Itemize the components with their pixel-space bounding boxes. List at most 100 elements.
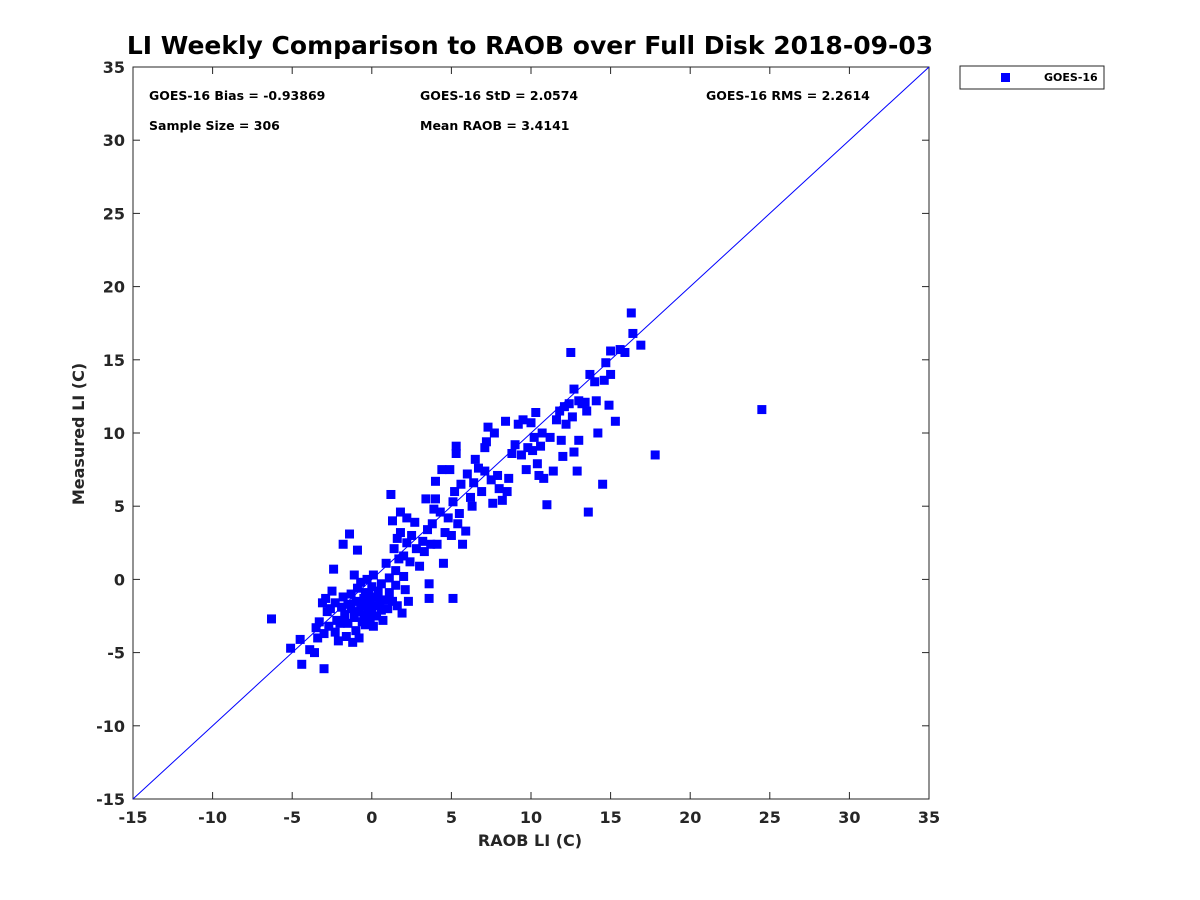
data-point bbox=[601, 358, 611, 368]
data-point bbox=[528, 446, 538, 456]
data-point bbox=[470, 454, 480, 464]
data-point bbox=[424, 593, 434, 603]
data-point bbox=[321, 593, 331, 603]
data-point bbox=[330, 627, 340, 637]
data-point bbox=[389, 544, 399, 554]
data-point bbox=[324, 621, 334, 631]
data-point bbox=[615, 345, 625, 355]
data-point bbox=[467, 501, 477, 511]
data-point bbox=[448, 497, 458, 507]
data-point bbox=[430, 476, 440, 486]
data-point bbox=[513, 419, 523, 429]
data-point bbox=[376, 579, 386, 589]
data-point bbox=[402, 513, 412, 523]
data-point bbox=[383, 604, 393, 614]
data-point bbox=[403, 596, 413, 606]
data-point bbox=[628, 328, 638, 338]
data-point bbox=[380, 595, 390, 605]
data-point bbox=[338, 539, 348, 549]
goes16-scatter-points bbox=[267, 308, 767, 674]
data-point bbox=[309, 648, 319, 658]
data-point bbox=[295, 634, 305, 644]
data-point bbox=[384, 588, 394, 598]
bias-stat: GOES-16 Bias = -0.93869 bbox=[149, 88, 325, 103]
y-axis-ticks: -15 -10 -5 0 5 10 15 20 25 30 35 bbox=[96, 58, 929, 809]
x-tick-label: -15 bbox=[119, 808, 148, 827]
data-point bbox=[461, 526, 471, 536]
data-point bbox=[424, 579, 434, 589]
data-point bbox=[493, 470, 503, 480]
data-point bbox=[469, 478, 479, 488]
data-point bbox=[558, 451, 568, 461]
data-point bbox=[488, 498, 498, 508]
data-point bbox=[362, 574, 372, 584]
x-tick-label: 15 bbox=[599, 808, 621, 827]
x-tick-label: 30 bbox=[838, 808, 860, 827]
data-point bbox=[392, 601, 402, 611]
y-tick-label: -5 bbox=[107, 644, 125, 663]
data-point bbox=[590, 377, 600, 387]
data-point bbox=[582, 406, 592, 416]
data-point bbox=[620, 347, 630, 357]
data-point bbox=[521, 465, 531, 475]
sample-size-stat: Sample Size = 306 bbox=[149, 118, 280, 133]
data-point bbox=[410, 517, 420, 527]
legend-entry-goes16: GOES-16 bbox=[1044, 71, 1098, 84]
data-point bbox=[364, 591, 374, 601]
data-point bbox=[477, 487, 487, 497]
y-axis-label: Measured LI (C) bbox=[69, 363, 88, 505]
data-point bbox=[346, 589, 356, 599]
data-point bbox=[352, 545, 362, 555]
data-point bbox=[650, 450, 660, 460]
mean-raob-stat: Mean RAOB = 3.4141 bbox=[420, 118, 569, 133]
data-point bbox=[604, 400, 614, 410]
data-point bbox=[392, 533, 402, 543]
data-point bbox=[345, 529, 355, 539]
data-point bbox=[391, 566, 401, 576]
x-axis-label: RAOB LI (C) bbox=[478, 831, 582, 850]
data-point bbox=[384, 573, 394, 583]
data-point bbox=[333, 636, 343, 646]
data-point bbox=[526, 418, 536, 428]
data-point bbox=[311, 623, 321, 633]
data-point bbox=[394, 554, 404, 564]
data-point bbox=[480, 466, 490, 476]
y-tick-label: 15 bbox=[103, 351, 125, 370]
data-point bbox=[580, 397, 590, 407]
data-point bbox=[523, 443, 533, 453]
data-point bbox=[451, 448, 461, 458]
data-point bbox=[372, 592, 382, 602]
data-point bbox=[356, 577, 366, 587]
data-point bbox=[539, 473, 549, 483]
data-point bbox=[462, 469, 472, 479]
data-point bbox=[368, 621, 378, 631]
data-point bbox=[340, 610, 350, 620]
data-point bbox=[352, 583, 362, 593]
data-point bbox=[359, 593, 369, 603]
data-point bbox=[507, 448, 517, 458]
data-point bbox=[569, 384, 579, 394]
data-point bbox=[450, 487, 460, 497]
data-point bbox=[338, 592, 348, 602]
data-point bbox=[397, 608, 407, 618]
x-axis-ticks: -15 -10 -5 0 5 10 15 20 25 30 35 bbox=[119, 67, 940, 827]
data-point bbox=[536, 441, 546, 451]
data-point bbox=[448, 593, 458, 603]
data-point bbox=[556, 435, 566, 445]
data-point bbox=[559, 402, 569, 412]
data-point bbox=[419, 547, 429, 557]
data-point bbox=[561, 419, 571, 429]
data-point bbox=[346, 604, 356, 614]
data-point bbox=[370, 601, 380, 611]
data-point bbox=[489, 428, 499, 438]
data-point bbox=[567, 412, 577, 422]
x-tick-label: 20 bbox=[679, 808, 701, 827]
data-point bbox=[400, 585, 410, 595]
data-point bbox=[551, 415, 561, 425]
x-tick-label: -10 bbox=[198, 808, 227, 827]
data-point bbox=[598, 479, 608, 489]
data-point bbox=[569, 447, 579, 457]
data-point bbox=[421, 494, 431, 504]
data-point bbox=[542, 500, 552, 510]
chart-title: LI Weekly Comparison to RAOB over Full D… bbox=[127, 31, 933, 60]
